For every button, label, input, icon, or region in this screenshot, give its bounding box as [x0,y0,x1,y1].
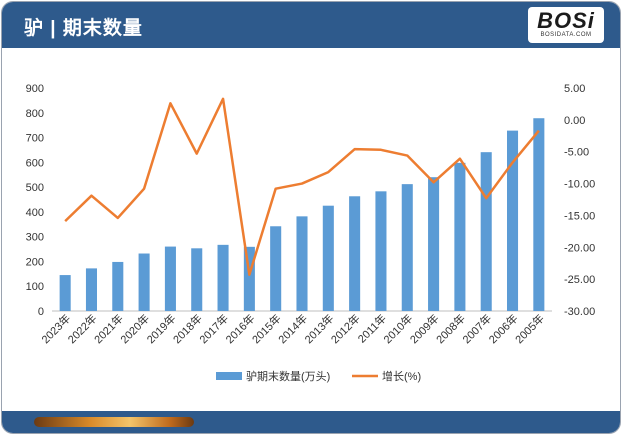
bar [480,152,492,311]
right-axis-tick-label: -10.00 [564,179,595,191]
left-axis-tick-label: 100 [26,281,44,293]
bar [401,184,413,311]
logo-text: BOSi [537,8,595,33]
brand-logo: BOSi BOSIDATA.COM [528,7,604,43]
right-axis: 5.00 0.00 -5.00 -10.00 -15.00 -20.00 -25.00 -30… [564,83,595,318]
right-axis-tick-label: -25.00 [564,274,595,286]
bar [270,226,282,311]
left-axis-tick-label: 300 [26,232,44,244]
header-bar: 驴 | 期末数量 BOSi BOSIDATA.COM [2,2,620,48]
left-axis-tick-label: 500 [26,182,44,194]
right-axis-tick-label: 0.00 [564,115,585,127]
bar [191,248,203,311]
right-axis-tick-label: -5.00 [564,147,589,159]
bar [85,268,97,311]
bar [138,253,150,311]
logo-subtext: BOSIDATA.COM [540,32,592,38]
bar [296,216,308,311]
left-axis: 0 100 200 300 400 500 600 700 800 900 [26,83,552,318]
bar [164,246,176,311]
bar [217,244,229,311]
left-axis-tick-label: 200 [26,256,44,268]
footer-bar [2,411,620,433]
x-axis-tick-label: 2012年 [328,311,363,346]
x-axis-tick-label: 2005年 [512,311,547,346]
bar [454,162,466,311]
legend-label-bar: 驴期末数量(万头) [246,369,330,383]
bar [507,130,519,311]
bar [533,118,545,312]
bar-series [59,118,545,312]
page-title: 驴 | 期末数量 [24,18,143,39]
right-axis-tick-label: -15.00 [564,210,595,222]
left-axis-tick-label: 700 [26,133,44,145]
right-axis-tick-label: 5.00 [564,83,585,95]
bar [349,196,361,311]
legend: 驴期末数量(万头) 增长(%) [216,369,421,383]
right-axis-tick-label: -20.00 [564,242,595,254]
line-series [64,97,540,276]
bar [428,177,440,311]
left-axis-tick-label: 600 [26,157,44,169]
right-axis-tick-label: -30.00 [564,306,595,318]
footer-decoration [34,417,194,427]
legend-label-line: 增长(%) [382,369,421,383]
legend-swatch-bar [216,372,242,380]
left-axis-tick-label: 0 [38,306,44,318]
bar [375,191,387,311]
bar [112,261,124,311]
left-axis-tick-label: 400 [26,207,44,219]
bar [59,275,71,311]
bar [322,205,334,311]
left-axis-tick-label: 900 [26,83,44,95]
left-axis-tick-label: 800 [26,108,44,120]
x-axis-labels: 2023年2022年2021年2020年2019年2018年2017年2016年… [38,311,547,346]
combo-chart: 0 100 200 300 400 500 600 700 800 900 5.00 0.00 -5.… [26,83,596,383]
bar [243,246,255,311]
